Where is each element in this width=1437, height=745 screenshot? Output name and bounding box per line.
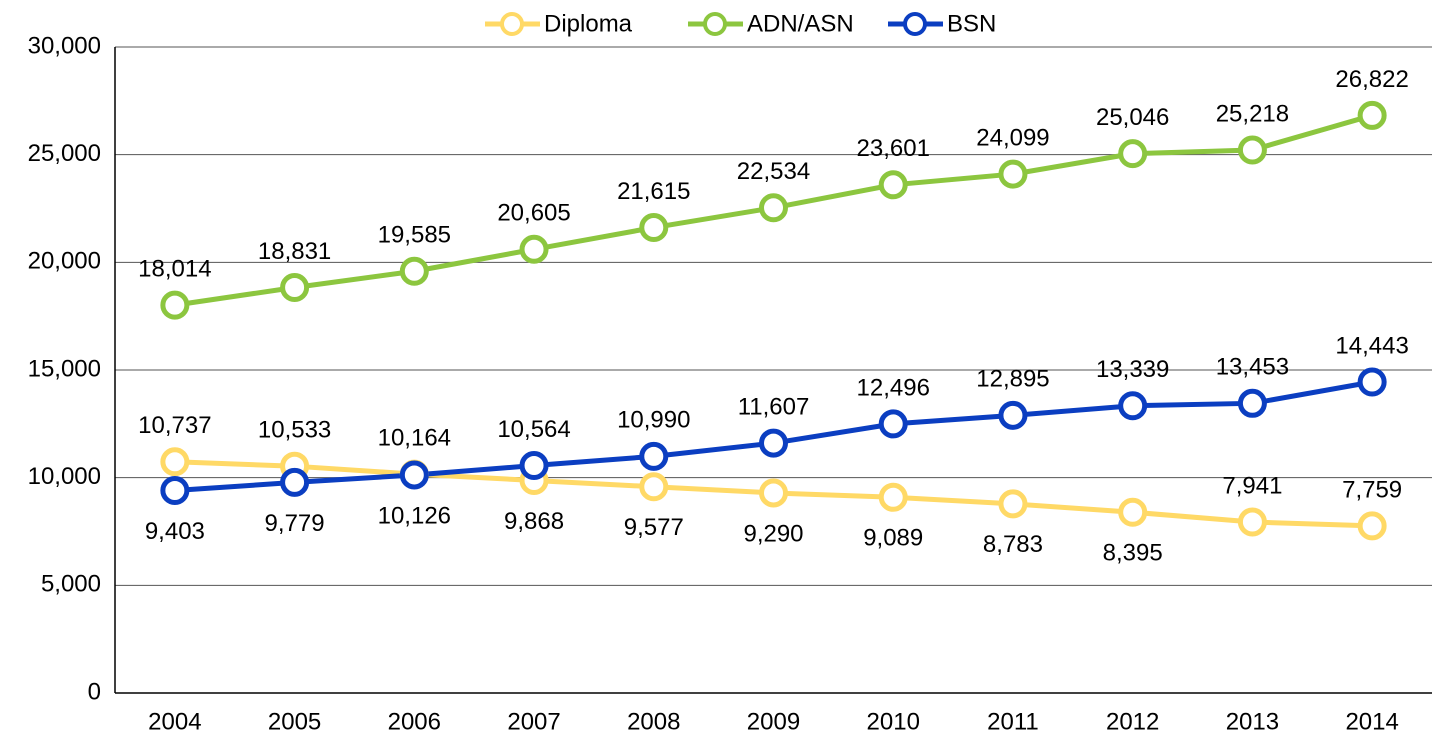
data-label: 9,290 (743, 520, 803, 547)
x-tick-label: 2012 (1106, 708, 1159, 735)
data-label: 9,779 (265, 510, 325, 537)
legend-label: BSN (947, 10, 996, 37)
marker (280, 273, 310, 303)
marker (280, 467, 310, 497)
data-label: 19,585 (378, 222, 451, 249)
marker (1357, 511, 1387, 541)
marker (160, 290, 190, 320)
data-label: 22,534 (737, 158, 810, 185)
data-label: 21,615 (617, 178, 690, 205)
marker (878, 482, 908, 512)
y-tick-label: 30,000 (28, 32, 101, 59)
marker (998, 159, 1028, 189)
x-tick-label: 2014 (1345, 708, 1398, 735)
x-tick-label: 2005 (268, 708, 321, 735)
data-label: 8,395 (1103, 540, 1163, 567)
data-label: 9,089 (863, 525, 923, 552)
x-tick-label: 2010 (867, 708, 920, 735)
marker (519, 451, 549, 481)
marker (519, 234, 549, 264)
marker (1237, 507, 1267, 537)
data-label: 9,577 (624, 514, 684, 541)
marker (639, 472, 669, 502)
x-tick-label: 2009 (747, 708, 800, 735)
data-label: 18,831 (258, 238, 331, 265)
data-label: 7,759 (1342, 476, 1402, 503)
data-label: 12,895 (976, 366, 1049, 393)
data-label: 14,443 (1335, 332, 1408, 359)
legend-label: Diploma (544, 10, 633, 37)
y-tick-label: 20,000 (28, 248, 101, 275)
marker (998, 400, 1028, 430)
data-label: 25,218 (1216, 100, 1289, 127)
x-tick-label: 2008 (627, 708, 680, 735)
marker (160, 447, 190, 477)
data-label: 26,822 (1335, 66, 1408, 93)
data-label: 24,099 (976, 124, 1049, 151)
marker (639, 213, 669, 243)
x-tick-label: 2011 (987, 708, 1039, 735)
data-label: 23,601 (857, 135, 930, 162)
legend-marker (903, 12, 927, 36)
marker (399, 256, 429, 286)
data-label: 20,605 (497, 200, 570, 227)
data-label: 13,453 (1216, 354, 1289, 381)
legend-marker (703, 12, 727, 36)
marker (399, 460, 429, 490)
data-label: 12,496 (857, 374, 930, 401)
marker (759, 478, 788, 508)
data-label: 10,564 (497, 416, 570, 443)
y-tick-label: 10,000 (28, 463, 101, 490)
data-label: 25,046 (1096, 104, 1169, 131)
data-label: 9,868 (504, 508, 564, 535)
data-label: 10,533 (258, 417, 331, 444)
legend-label: ADN/ASN (747, 10, 854, 37)
y-tick-label: 0 (88, 678, 101, 705)
marker (1118, 139, 1148, 169)
marker (1118, 391, 1148, 421)
data-label: 10,990 (617, 407, 690, 434)
marker (1237, 135, 1267, 165)
marker (878, 409, 908, 439)
marker (1118, 497, 1148, 527)
x-tick-label: 2013 (1226, 708, 1279, 735)
marker (878, 170, 908, 200)
marker (759, 193, 788, 223)
data-label: 9,403 (145, 518, 205, 545)
y-tick-label: 5,000 (41, 571, 101, 598)
y-tick-label: 15,000 (28, 355, 101, 382)
x-tick-label: 2007 (507, 708, 560, 735)
data-label: 18,014 (138, 255, 211, 282)
data-label: 8,783 (983, 531, 1043, 558)
data-label: 10,164 (378, 424, 451, 451)
marker (639, 441, 669, 471)
x-tick-label: 2004 (148, 708, 201, 735)
marker (1237, 388, 1267, 418)
data-label: 10,126 (378, 502, 451, 529)
marker (1357, 100, 1387, 130)
legend-marker (500, 12, 524, 36)
x-tick-label: 2006 (388, 708, 441, 735)
y-tick-label: 25,000 (28, 140, 101, 167)
data-label: 13,339 (1096, 356, 1169, 383)
data-label: 10,737 (138, 412, 211, 439)
marker (160, 476, 190, 506)
data-label: 11,607 (738, 393, 810, 420)
marker (1357, 367, 1387, 397)
marker (998, 489, 1028, 519)
data-label: 7,941 (1222, 472, 1282, 499)
marker (759, 428, 788, 458)
